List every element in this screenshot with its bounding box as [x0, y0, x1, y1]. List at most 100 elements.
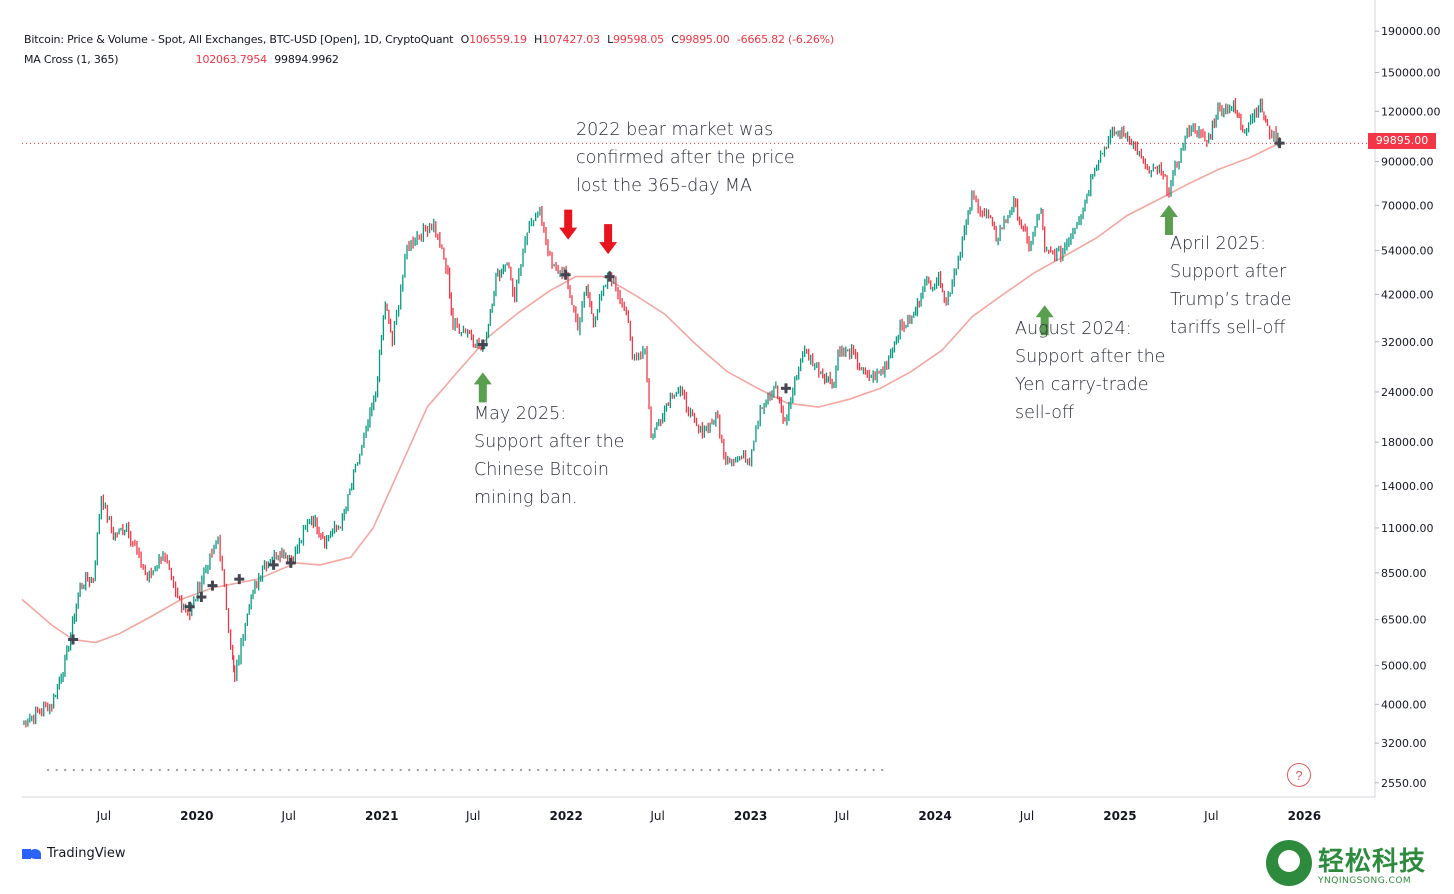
event-dot [476, 768, 480, 772]
event-dot [390, 768, 394, 772]
y-tick-label: 70000.00 [1381, 199, 1434, 212]
event-dot [433, 768, 437, 772]
down-arrow-icon [559, 209, 578, 240]
event-dot [184, 768, 187, 772]
event-dot [580, 768, 583, 772]
event-dot [545, 768, 548, 772]
tick-labels: 190000.00 150000.00 120000.00 90000.00 70000… [96, 25, 1441, 823]
markers [68, 138, 1285, 645]
event-dot [167, 768, 170, 772]
legend-ma-slow: 99894.9962 [274, 53, 339, 66]
x-tick-label: Jul [1019, 809, 1034, 823]
arrow-shape [1035, 305, 1054, 336]
event-dot [829, 768, 832, 772]
watermark-en: YNQINGSONG.COM [1318, 875, 1412, 886]
annotation-april: April 2025: Support after Trump’s trade … [1170, 230, 1291, 342]
y-tick-label: 8500.00 [1381, 567, 1427, 580]
event-dot [803, 768, 806, 772]
event-dot [648, 768, 652, 772]
event-dot [502, 768, 505, 772]
help-icon[interactable]: ? [1287, 763, 1311, 787]
legend-open: 106559.19 [469, 33, 527, 46]
price-layer [23, 98, 1281, 728]
annotation-line: Chinese Bitcoin [474, 460, 609, 480]
event-dot [132, 768, 136, 772]
event-dot [442, 768, 445, 772]
event-dot [691, 768, 695, 772]
event-dot [141, 768, 144, 772]
ma-cross-marker [780, 383, 791, 394]
annotation-may: May 2025: Support after the Chinese Bitc… [474, 400, 624, 512]
up-arrow-icon [473, 372, 492, 403]
watermark: 轻松科技 YNQINGSONG.COM [1266, 840, 1426, 886]
event-dot [795, 768, 798, 772]
x-tick-label: Jul [281, 809, 296, 823]
event-dot [528, 768, 531, 772]
ma-cross-marker [477, 339, 488, 350]
y-tick-label: 190000.00 [1381, 25, 1441, 38]
arrow-shape [599, 224, 618, 255]
x-tick-label: 2021 [365, 809, 398, 823]
event-dot [55, 768, 58, 772]
watermark-cn: 轻松科技 [1318, 846, 1427, 877]
event-dot [863, 768, 867, 772]
last-price-badge: 99895.00 [1368, 133, 1436, 149]
event-dot [588, 768, 591, 772]
ma-cross-marker [207, 580, 218, 591]
event-dot [158, 768, 161, 772]
event-dot [640, 768, 643, 772]
x-tick-label: 2023 [734, 809, 767, 823]
y-tick-label: 32000.00 [1381, 336, 1434, 349]
event-dot [571, 768, 574, 772]
event-dot [124, 768, 127, 772]
x-tick-label: Jul [649, 809, 664, 823]
annotation-line: confirmed after the price [576, 148, 795, 168]
event-dot [631, 768, 634, 772]
event-dot [760, 768, 763, 772]
event-dot [270, 768, 273, 772]
tradingview-label: TradingView [47, 846, 126, 861]
event-dot [150, 768, 153, 772]
event-dot [339, 768, 342, 772]
y-tick-label: 2550.00 [1381, 777, 1427, 790]
event-dot [115, 768, 118, 772]
event-dot [554, 768, 557, 772]
tradingview-logo[interactable]: TradingView [22, 846, 126, 861]
event-dot [451, 768, 454, 772]
event-dot [786, 768, 789, 772]
event-dot [700, 768, 703, 772]
legend-high-label: H [534, 33, 543, 46]
event-dot [717, 768, 720, 772]
annotation-line: Yen carry-trade [1015, 375, 1149, 395]
x-tick-label: Jul [1203, 809, 1218, 823]
arrow-shape [1159, 204, 1178, 235]
event-dot [81, 768, 84, 772]
event-dot [261, 768, 265, 772]
event-dot [373, 768, 376, 772]
event-dot [253, 768, 256, 772]
event-dot [605, 768, 609, 772]
y-tick-label: 3200.00 [1381, 737, 1427, 750]
ma-cross-marker [184, 601, 195, 612]
legend-high: 107427.03 [542, 33, 600, 46]
x-tick-label: Jul [465, 809, 480, 823]
event-dot [193, 768, 196, 772]
ma-cross-marker [604, 271, 615, 282]
event-dot [494, 768, 497, 772]
event-dot [218, 768, 222, 772]
y-tick-label: 5000.00 [1381, 659, 1427, 672]
event-dot [416, 768, 419, 772]
event-dot [46, 768, 50, 772]
annotation-bear-market: 2022 bear market was confirmed after the… [576, 116, 795, 200]
event-dot [304, 768, 308, 772]
annotation-line: sell-off [1015, 403, 1075, 423]
y-tick-label: 4000.00 [1381, 698, 1427, 711]
ma-cross-marker [234, 574, 245, 585]
event-dot [511, 768, 514, 772]
y-tick-label: 18000.00 [1381, 436, 1434, 449]
event-dot [227, 768, 230, 772]
event-dot [322, 768, 325, 772]
event-dot [657, 768, 660, 772]
x-tick-label: Jul [96, 809, 111, 823]
